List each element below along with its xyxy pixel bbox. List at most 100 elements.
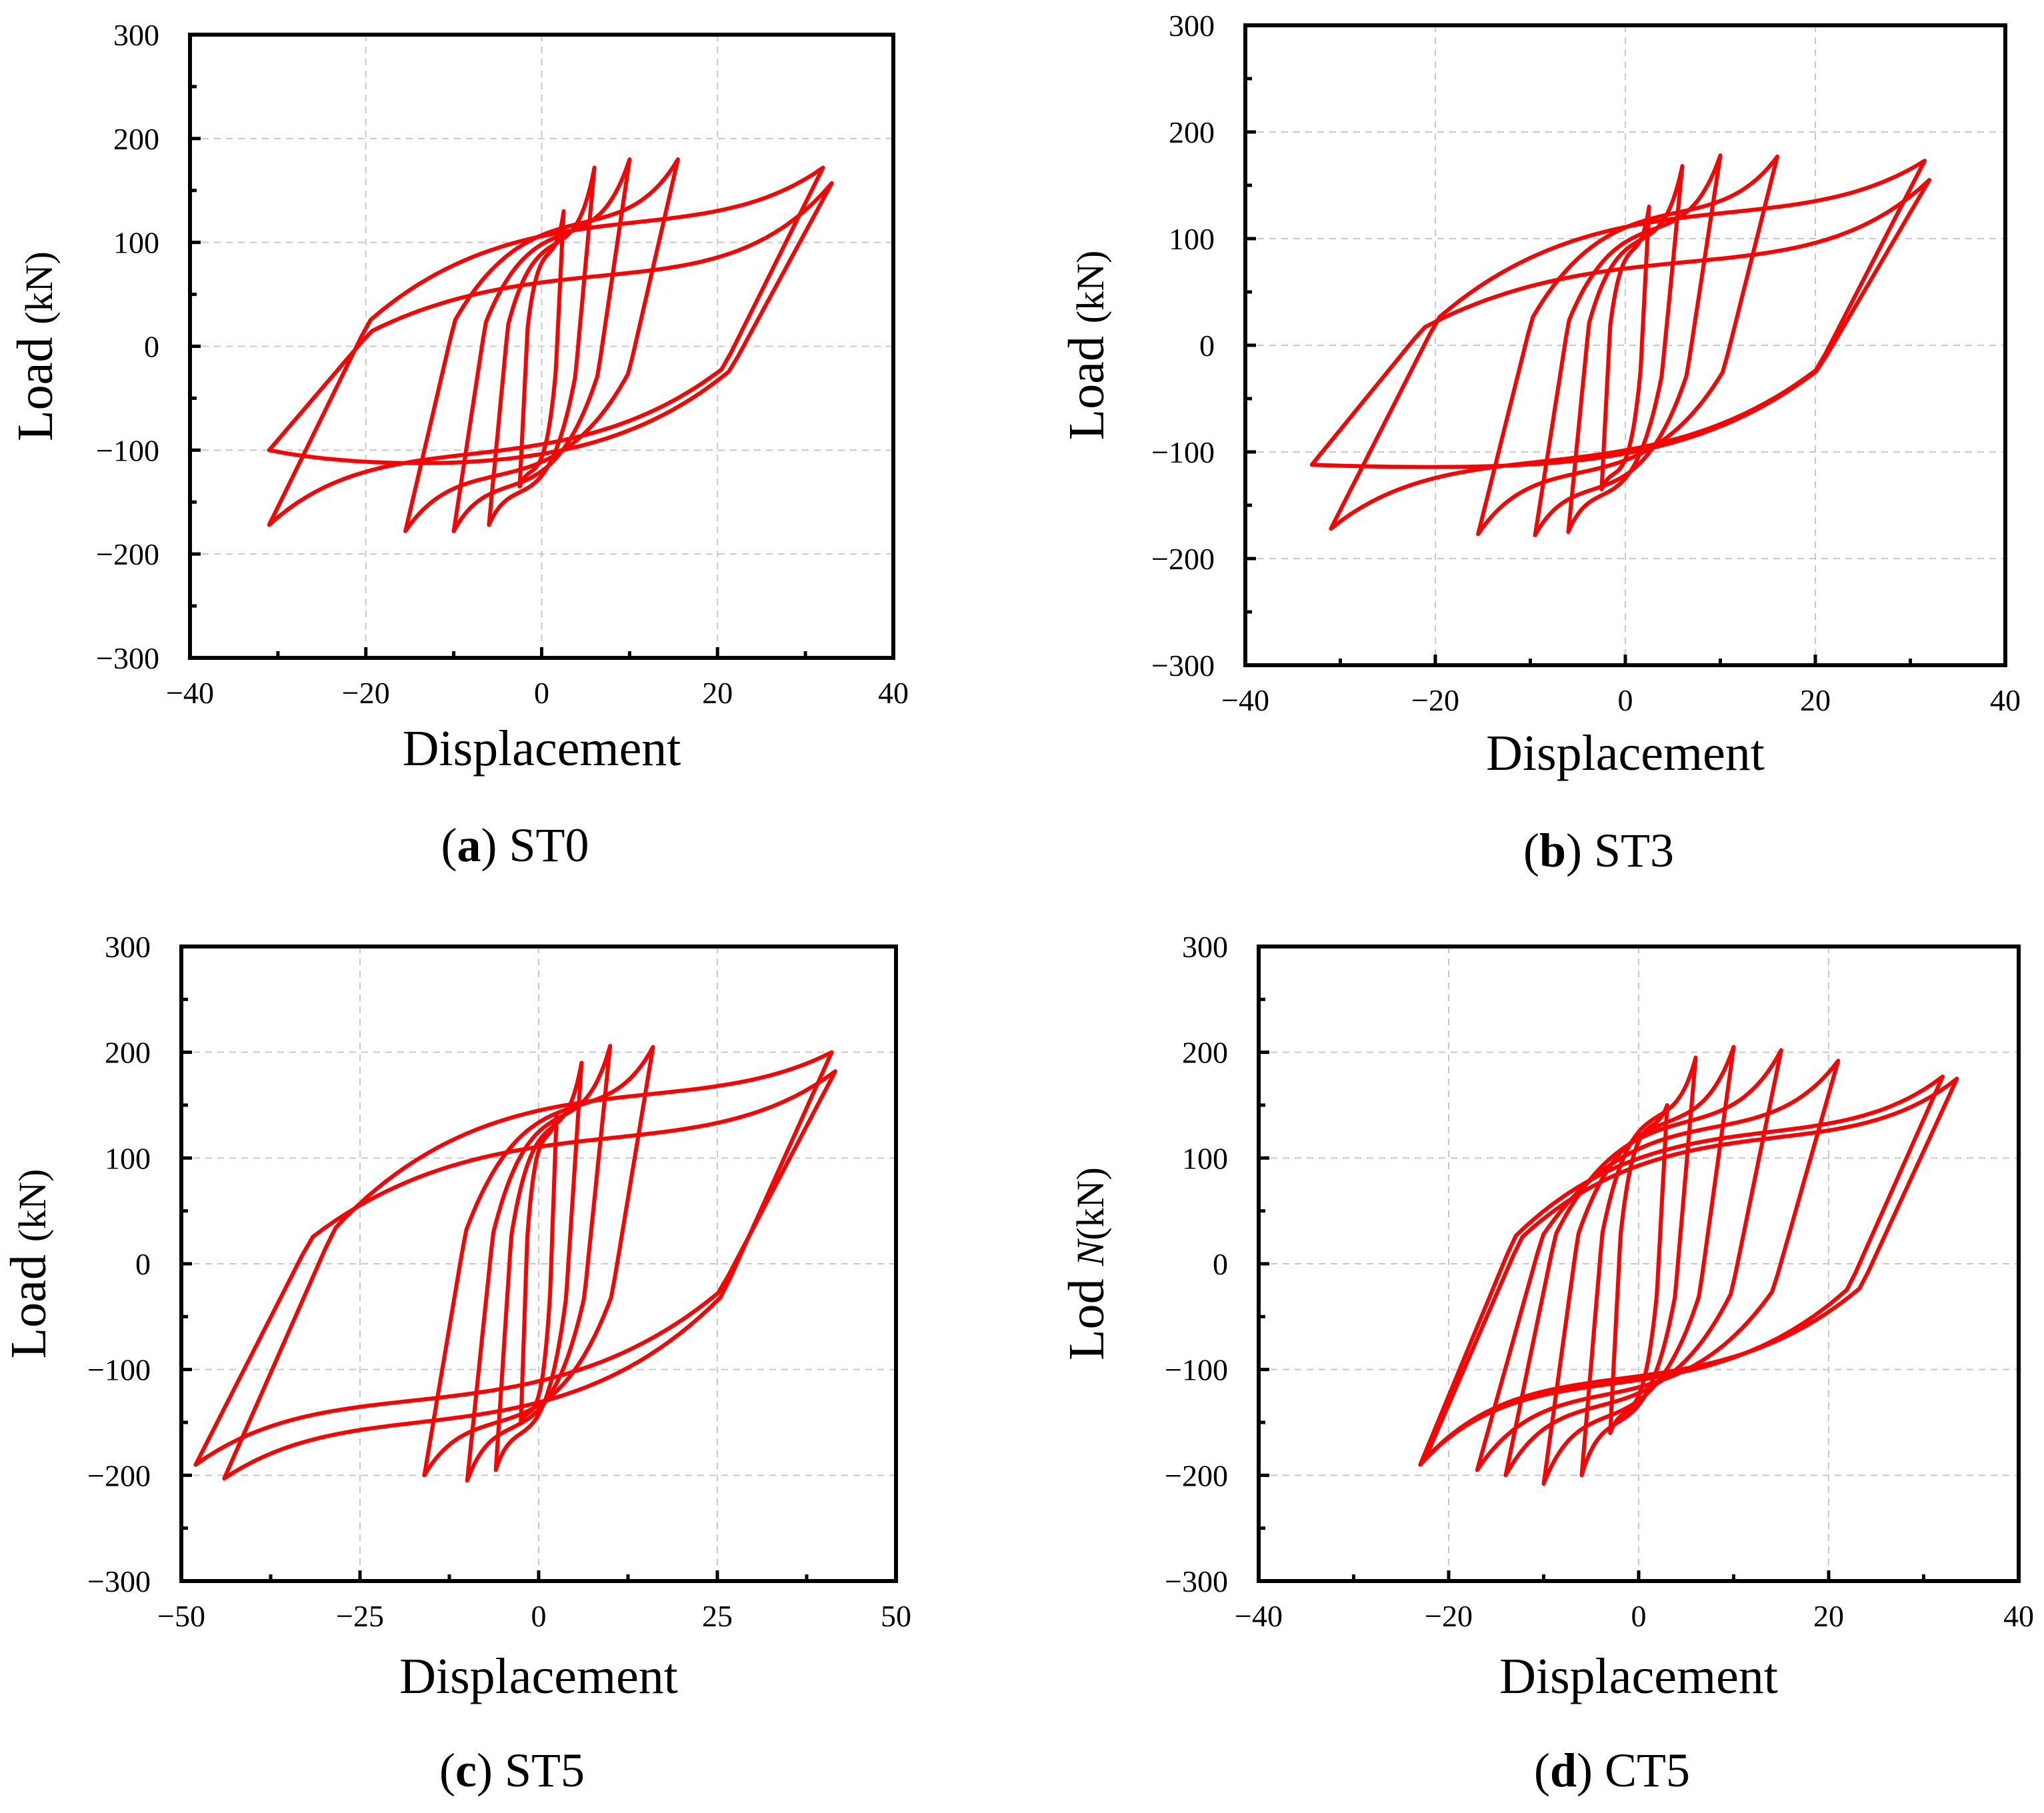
y-axis-title-main: Load bbox=[1059, 323, 1115, 440]
panel-caption: (c) ST5 bbox=[439, 1744, 585, 1797]
y-tick-label: 300 bbox=[105, 930, 151, 964]
x-tick-label: −40 bbox=[1221, 683, 1269, 717]
x-tick-label: 20 bbox=[1800, 683, 1831, 717]
y-axis-title-main: Load bbox=[1, 1242, 57, 1358]
panel-caption-letter: b bbox=[1539, 824, 1566, 877]
y-tick-label: 0 bbox=[1213, 1247, 1228, 1281]
x-tick-label: −20 bbox=[342, 676, 390, 710]
y-axis-title-main: Load bbox=[7, 325, 63, 441]
hysteresis-loop-2 bbox=[493, 1060, 584, 1472]
panel-caption-letter: d bbox=[1550, 1744, 1577, 1797]
y-tick-label: 200 bbox=[105, 1036, 151, 1070]
y-tick-label: 0 bbox=[135, 1247, 151, 1281]
panel-caption-name: ST3 bbox=[1594, 824, 1674, 877]
panel-caption-letter: c bbox=[455, 1744, 477, 1797]
hysteresis-loop-2 bbox=[1566, 164, 1685, 534]
hysteresis-loop-4 bbox=[403, 157, 680, 533]
hysteresis-loop-5 bbox=[267, 165, 825, 527]
y-axis-title-unit: (kN) bbox=[1069, 1167, 1112, 1240]
panel-caption-letter: a bbox=[457, 819, 481, 872]
y-axis-title: Lod N(kN) bbox=[1059, 1167, 1115, 1360]
hysteresis-loop-3 bbox=[465, 1044, 613, 1483]
hysteresis-loop-6 bbox=[193, 1069, 837, 1467]
panel-caption: (a) ST0 bbox=[441, 819, 589, 872]
y-tick-label: −300 bbox=[87, 1564, 151, 1598]
y-axis-title: Load (kN) bbox=[7, 251, 63, 441]
x-tick-label: −25 bbox=[336, 1599, 384, 1633]
y-tick-label: 300 bbox=[113, 18, 159, 52]
hysteresis-loop-5 bbox=[1475, 1058, 1841, 1472]
y-tick-label: 100 bbox=[1182, 1141, 1228, 1175]
y-tick-label: −300 bbox=[1151, 649, 1215, 683]
x-tick-label: −40 bbox=[166, 676, 214, 710]
y-tick-label: 300 bbox=[1182, 930, 1228, 964]
x-tick-label: 40 bbox=[878, 676, 909, 710]
panel-a: −40 −20 0 20 40−300−200−1000100200300Displac… bbox=[7, 18, 909, 872]
hysteresis-loop-1 bbox=[1599, 205, 1651, 491]
y-tick-label: 100 bbox=[1169, 222, 1215, 256]
x-axis-title: Displacement bbox=[1499, 1648, 1778, 1704]
x-tick-label: 0 bbox=[1618, 683, 1633, 717]
hysteresis-loop-6 bbox=[267, 181, 834, 465]
y-tick-label: −100 bbox=[87, 1353, 151, 1387]
y-tick-label: −200 bbox=[96, 537, 159, 571]
panel-caption-name: ST5 bbox=[505, 1744, 585, 1797]
panel-c: −50 −25 0 25 50 −300 −200 −100 0 100 200 300 Displac… bbox=[1, 930, 911, 1797]
x-tick-label: 40 bbox=[2003, 1599, 2034, 1633]
y-axis-title-italic: N bbox=[1069, 1238, 1112, 1266]
y-tick-label: −100 bbox=[96, 433, 159, 467]
y-tick-label: −300 bbox=[96, 641, 159, 675]
x-tick-label: 0 bbox=[1631, 1599, 1647, 1633]
y-tick-label: −200 bbox=[1151, 542, 1215, 576]
panel-caption-name: ST0 bbox=[509, 819, 589, 872]
panel-caption: (d) CT5 bbox=[1534, 1744, 1690, 1797]
y-axis-title: Load (kN) bbox=[1059, 251, 1115, 441]
x-tick-label: −20 bbox=[1425, 1599, 1473, 1633]
y-tick-label: 200 bbox=[113, 122, 159, 156]
x-tick-label: 0 bbox=[531, 1599, 547, 1633]
x-tick-label: 25 bbox=[702, 1599, 733, 1633]
y-tick-label: 100 bbox=[105, 1141, 151, 1175]
y-tick-label: −200 bbox=[87, 1458, 151, 1492]
y-tick-label: −200 bbox=[1165, 1458, 1228, 1492]
x-axis-title: Displacement bbox=[403, 721, 681, 777]
y-tick-label: −100 bbox=[1165, 1353, 1228, 1387]
panel-caption: (b) ST3 bbox=[1523, 824, 1674, 877]
x-tick-label: −50 bbox=[157, 1599, 205, 1633]
hysteresis-loop-4 bbox=[1476, 154, 1779, 537]
y-axis-title-unit: (kN) bbox=[11, 1169, 54, 1242]
hysteresis-loop-3 bbox=[1541, 1044, 1736, 1486]
hysteresis-loop-4 bbox=[1503, 1048, 1783, 1478]
y-tick-label: −100 bbox=[1151, 435, 1215, 469]
y-tick-label: 200 bbox=[1182, 1036, 1228, 1070]
y-tick-label: −300 bbox=[1165, 1564, 1228, 1598]
hysteresis-loop-1 bbox=[517, 209, 566, 489]
y-axis-title: Load (kN) bbox=[1, 1169, 57, 1359]
x-tick-label: 50 bbox=[881, 1599, 911, 1633]
y-axis-title-main: Lod bbox=[1059, 1266, 1115, 1360]
x-tick-label: 40 bbox=[1990, 683, 2021, 717]
x-tick-label: −40 bbox=[1235, 1599, 1283, 1633]
x-axis-title: Displacement bbox=[1486, 725, 1765, 781]
y-tick-label: 100 bbox=[113, 226, 159, 260]
x-tick-label: −20 bbox=[1411, 683, 1459, 717]
y-tick-label: 200 bbox=[1169, 115, 1215, 149]
hysteresis-loop-6 bbox=[1309, 178, 1931, 469]
x-tick-label: 0 bbox=[534, 676, 549, 710]
x-tick-label: 20 bbox=[1813, 1599, 1844, 1633]
hysteresis-loop-4 bbox=[422, 1044, 655, 1478]
hysteresis-loop-1 bbox=[1608, 1103, 1669, 1435]
hysteresis-loop-2 bbox=[1579, 1055, 1698, 1478]
y-axis-title-unit: (kN) bbox=[1069, 251, 1112, 324]
panel-caption-name: CT5 bbox=[1605, 1744, 1690, 1797]
y-tick-label: 300 bbox=[1169, 9, 1215, 43]
hysteresis-loop-5 bbox=[222, 1050, 834, 1481]
hysteresis-loop-7 bbox=[1423, 1076, 1959, 1462]
x-axis-title: Displacement bbox=[399, 1648, 678, 1704]
panel-b: −40 −20 0 20 40−300−200−1000100200300Displac… bbox=[1059, 9, 2021, 877]
hysteresis-loop-3 bbox=[1533, 153, 1723, 537]
y-axis-title-unit: (kN) bbox=[17, 251, 61, 325]
y-tick-label: 0 bbox=[1199, 329, 1215, 363]
